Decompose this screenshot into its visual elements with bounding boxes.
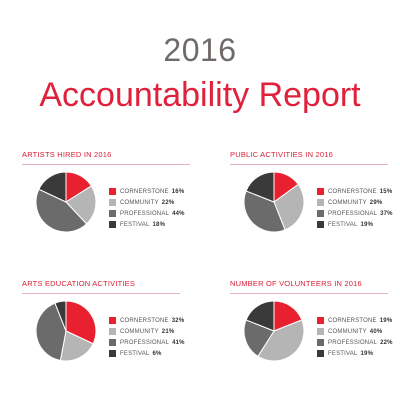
legend-label: CORNERSTONE [120,188,169,195]
legend-label: PROFESSIONAL [328,210,378,217]
legend-swatch [317,221,324,228]
legend-value: 37% [380,210,393,217]
legend-swatch [109,339,116,346]
chart-panel-volunteers: NUMBER OF VOLUNTEERS IN 2016 CORNERSTONE… [230,279,400,397]
legend-item-community: COMMUNITY 22% [109,197,185,208]
legend-item-professional: PROFESSIONAL 22% [317,337,393,348]
title-divider [230,293,388,294]
legend-swatch [109,188,116,195]
pie-slice-festival [245,171,275,203]
chart-legend: CORNERSTONE 32% COMMUNITY 21% PROFESSIONAL 41… [109,315,185,359]
legend-value: 32% [171,317,185,324]
pie-slice-professional [35,188,88,233]
report-year: 2016 [163,32,237,68]
legend-swatch [109,317,116,324]
pie-chart [243,300,305,362]
legend-swatch [317,350,324,357]
legend-swatch [317,317,324,324]
chart-legend: CORNERSTONE 19% COMMUNITY 40% PROFESSIONAL 22… [317,315,393,359]
legend-swatch [109,199,116,206]
chart-panel-arts-education: ARTS EDUCATION ACTIVITIES CORNERSTONE 32%… [22,279,192,397]
legend-label: CORNERSTONE [120,317,169,324]
legend-label: CORNERSTONE [328,317,377,324]
legend-swatch [109,328,116,335]
pie-slice-community [59,330,94,362]
pie-slice-cornerstone [65,300,97,345]
legend-value: 22% [380,339,393,346]
legend-swatch [317,339,324,346]
chart-title: ARTISTS HIRED IN 2016 [22,150,112,159]
title-divider [230,164,388,165]
legend-item-community: COMMUNITY 40% [317,326,393,337]
legend-item-festival: FESTIVAL 19% [317,219,393,230]
legend-label: PROFESSIONAL [120,210,170,217]
legend-value: 18% [152,221,166,228]
pie-slice-community [273,183,305,231]
pie-chart [35,171,97,233]
legend-label: COMMUNITY [120,328,159,335]
chart-panel-artists-hired: ARTISTS HIRED IN 2016 CORNERSTONE 16% COMM… [22,150,192,268]
title-divider [22,164,190,165]
legend-label: COMMUNITY [328,199,367,206]
chart-title: NUMBER OF VOLUNTEERS IN 2016 [230,279,362,288]
legend-item-festival: FESTIVAL 18% [109,219,185,230]
legend-label: PROFESSIONAL [120,339,170,346]
chart-title: ARTS EDUCATION ACTIVITIES [22,279,136,288]
legend-value: 41% [172,339,185,346]
pie-chart [35,300,97,362]
legend-swatch [317,210,324,217]
pie-slice-professional [243,190,286,233]
legend-value: 15% [379,188,393,195]
legend-label: FESTIVAL [120,221,150,228]
legend-value: 19% [379,317,393,324]
legend-item-community: COMMUNITY 21% [109,326,185,337]
legend-item-cornerstone: CORNERSTONE 32% [109,315,185,326]
legend-value: 44% [172,210,185,217]
chart-panel-public-activities: PUBLIC ACTIVITIES IN 2016 CORNERSTONE 15%… [230,150,400,268]
legend-value: 22% [161,199,175,206]
legend-label: FESTIVAL [328,221,358,228]
legend-item-cornerstone: CORNERSTONE 16% [109,186,185,197]
legend-label: CORNERSTONE [328,188,377,195]
legend-item-cornerstone: CORNERSTONE 15% [317,186,393,197]
chart-legend: CORNERSTONE 15% COMMUNITY 29% PROFESSIONAL 37… [317,186,393,230]
legend-swatch [317,328,324,335]
legend-item-community: COMMUNITY 29% [317,197,393,208]
title-divider [22,293,180,294]
pie-slice-community [65,185,97,225]
legend-swatch [317,199,324,206]
legend-label: FESTIVAL [120,350,150,357]
legend-swatch [109,210,116,217]
pie-slice-festival [54,300,67,332]
legend-label: COMMUNITY [120,199,159,206]
legend-value: 16% [171,188,185,195]
pie-slice-festival [38,171,67,203]
legend-value: 19% [360,221,374,228]
legend-value: 29% [369,199,383,206]
legend-swatch [109,350,116,357]
legend-item-cornerstone: CORNERSTONE 19% [317,315,393,326]
legend-item-professional: PROFESSIONAL 37% [317,208,393,219]
chart-legend: CORNERSTONE 16% COMMUNITY 22% PROFESSIONAL 44… [109,186,185,230]
legend-value: 19% [360,350,374,357]
pie-slice-professional [243,319,275,358]
legend-swatch [317,188,324,195]
legend-label: FESTIVAL [328,350,358,357]
pie-slice-community [257,319,305,362]
legend-label: COMMUNITY [328,328,367,335]
legend-value: 40% [369,328,383,335]
legend-item-professional: PROFESSIONAL 41% [109,337,185,348]
legend-item-professional: PROFESSIONAL 44% [109,208,185,219]
report-title: Accountability Report [39,76,361,114]
legend-swatch [109,221,116,228]
legend-value: 6% [152,350,162,357]
legend-label: PROFESSIONAL [328,339,378,346]
chart-title: PUBLIC ACTIVITIES IN 2016 [230,150,333,159]
legend-item-festival: FESTIVAL 6% [109,348,185,359]
pie-slice-festival [245,300,275,332]
legend-value: 21% [161,328,175,335]
pie-slice-professional [35,302,67,362]
legend-item-festival: FESTIVAL 19% [317,348,393,359]
pie-chart [243,171,305,233]
